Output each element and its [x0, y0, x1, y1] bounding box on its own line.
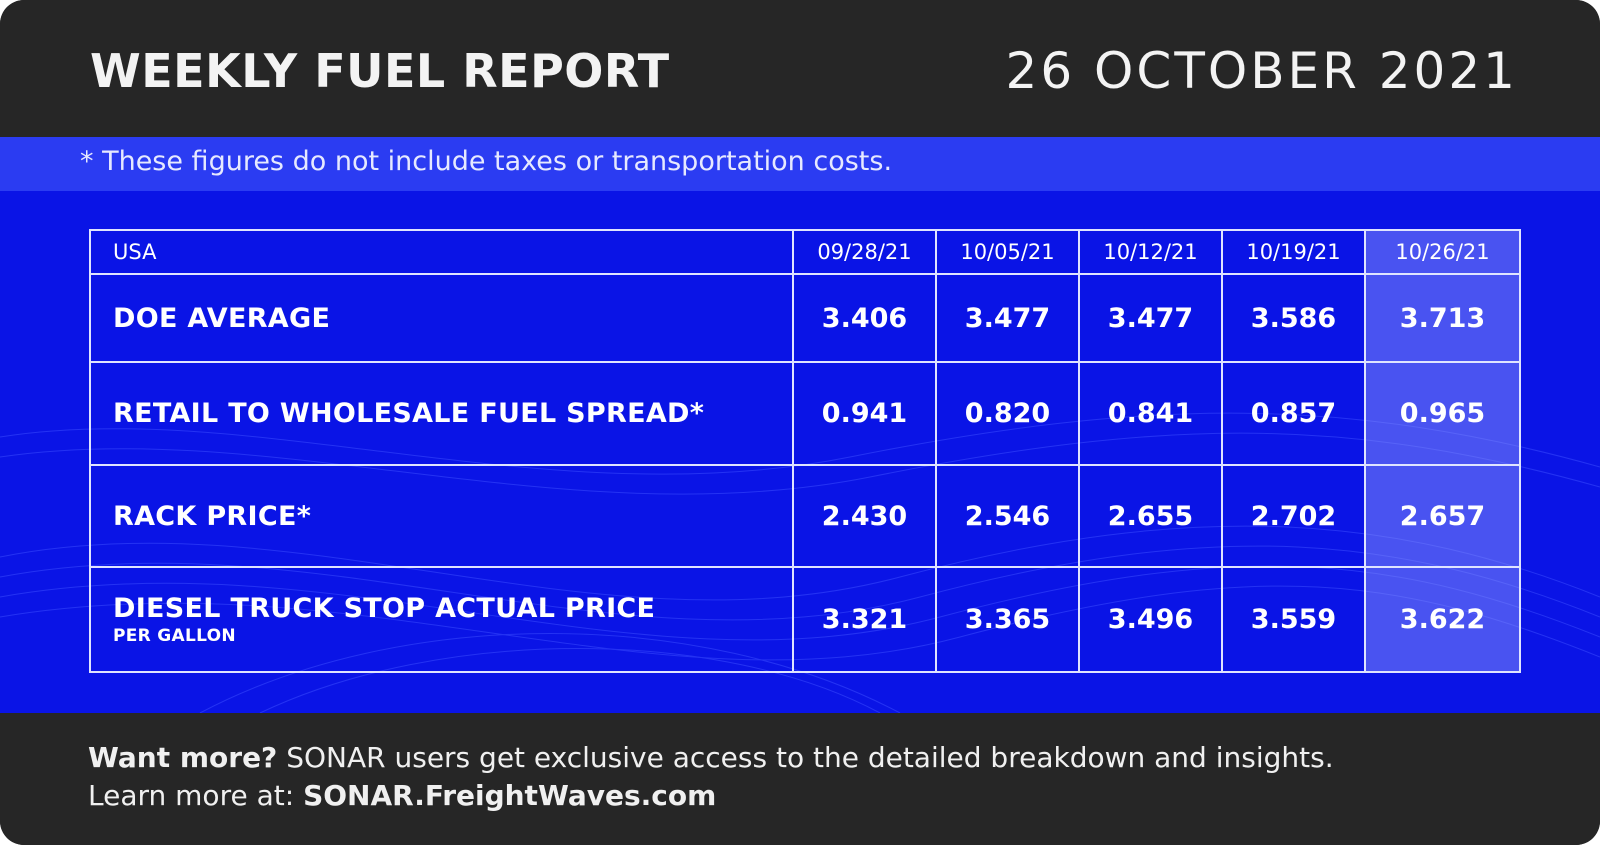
- table-cell: 0.941: [792, 361, 937, 466]
- table-cell: 2.702: [1221, 463, 1366, 569]
- report-title: WEEKLY FUEL REPORT: [90, 44, 670, 98]
- table-row-doe-average: DOE AVERAGE 3.406 3.477 3.477 3.586 3.71…: [89, 272, 1521, 364]
- row-label-text: RETAIL TO WHOLESALE FUEL SPREAD*: [113, 398, 705, 430]
- fuel-price-table: USA 09/28/21 10/05/21 10/12/21 10/19/21 …: [89, 229, 1521, 673]
- row-label-text: DIESEL TRUCK STOP ACTUAL PRICE: [113, 593, 656, 625]
- table-row-diesel-truck-stop: DIESEL TRUCK STOP ACTUAL PRICE PER GALLO…: [89, 566, 1521, 673]
- report-date: 26 OCTOBER 2021: [1005, 42, 1518, 100]
- fuel-price-table-wrapper: USA 09/28/21 10/05/21 10/12/21 10/19/21 …: [89, 229, 1521, 673]
- footer-link-prefix: Learn more at:: [88, 779, 304, 812]
- footer-promo-bold: Want more?: [88, 741, 278, 774]
- table-cell: 3.586: [1221, 272, 1366, 364]
- table-cell: 3.559: [1221, 566, 1366, 673]
- row-sublabel: PER GALLON: [113, 626, 236, 647]
- sonar-link[interactable]: SONAR.FreightWaves.com: [303, 779, 717, 812]
- table-cell-latest: 3.713: [1364, 272, 1521, 364]
- row-label: DOE AVERAGE: [89, 272, 794, 364]
- row-label: DIESEL TRUCK STOP ACTUAL PRICE PER GALLO…: [89, 566, 794, 673]
- date-column-header: 10/19/21: [1221, 229, 1366, 275]
- disclaimer-band: * These figures do not include taxes or …: [0, 137, 1600, 191]
- table-cell: 0.841: [1078, 361, 1223, 466]
- table-cell-latest: 0.965: [1364, 361, 1521, 466]
- region-header: USA: [89, 229, 794, 275]
- footer-promo-text: SONAR users get exclusive access to the …: [277, 741, 1334, 774]
- row-label-text: DOE AVERAGE: [113, 302, 331, 334]
- table-cell-latest: 3.622: [1364, 566, 1521, 673]
- footer-promo-line: Want more? SONAR users get exclusive acc…: [88, 741, 1334, 774]
- table-row-rack-price: RACK PRICE* 2.430 2.546 2.655 2.702 2.65…: [89, 463, 1521, 569]
- table-row-fuel-spread: RETAIL TO WHOLESALE FUEL SPREAD* 0.941 0…: [89, 361, 1521, 466]
- table-cell: 0.820: [935, 361, 1080, 466]
- report-body: * These figures do not include taxes or …: [0, 137, 1600, 713]
- table-cell: 3.321: [792, 566, 937, 673]
- table-cell: 3.477: [935, 272, 1080, 364]
- table-cell: 3.406: [792, 272, 937, 364]
- table-cell: 3.496: [1078, 566, 1223, 673]
- date-column-header: 09/28/21: [792, 229, 937, 275]
- footer-link-line: Learn more at: SONAR.FreightWaves.com: [88, 779, 716, 812]
- table-cell: 2.430: [792, 463, 937, 569]
- report-header: WEEKLY FUEL REPORT 26 OCTOBER 2021: [0, 0, 1600, 137]
- row-label: RETAIL TO WHOLESALE FUEL SPREAD*: [89, 361, 794, 466]
- table-cell: 3.365: [935, 566, 1080, 673]
- row-label-text: RACK PRICE*: [113, 500, 312, 532]
- table-cell: 2.655: [1078, 463, 1223, 569]
- date-column-header: 10/12/21: [1078, 229, 1223, 275]
- table-cell: 0.857: [1221, 361, 1366, 466]
- row-label: RACK PRICE*: [89, 463, 794, 569]
- date-column-header: 10/05/21: [935, 229, 1080, 275]
- report-footer: Want more? SONAR users get exclusive acc…: [0, 713, 1600, 845]
- date-column-header-latest: 10/26/21: [1364, 229, 1521, 275]
- table-header-row: USA 09/28/21 10/05/21 10/12/21 10/19/21 …: [89, 229, 1521, 275]
- table-cell-latest: 2.657: [1364, 463, 1521, 569]
- table-cell: 3.477: [1078, 272, 1223, 364]
- disclaimer-note: * These figures do not include taxes or …: [80, 146, 893, 177]
- table-cell: 2.546: [935, 463, 1080, 569]
